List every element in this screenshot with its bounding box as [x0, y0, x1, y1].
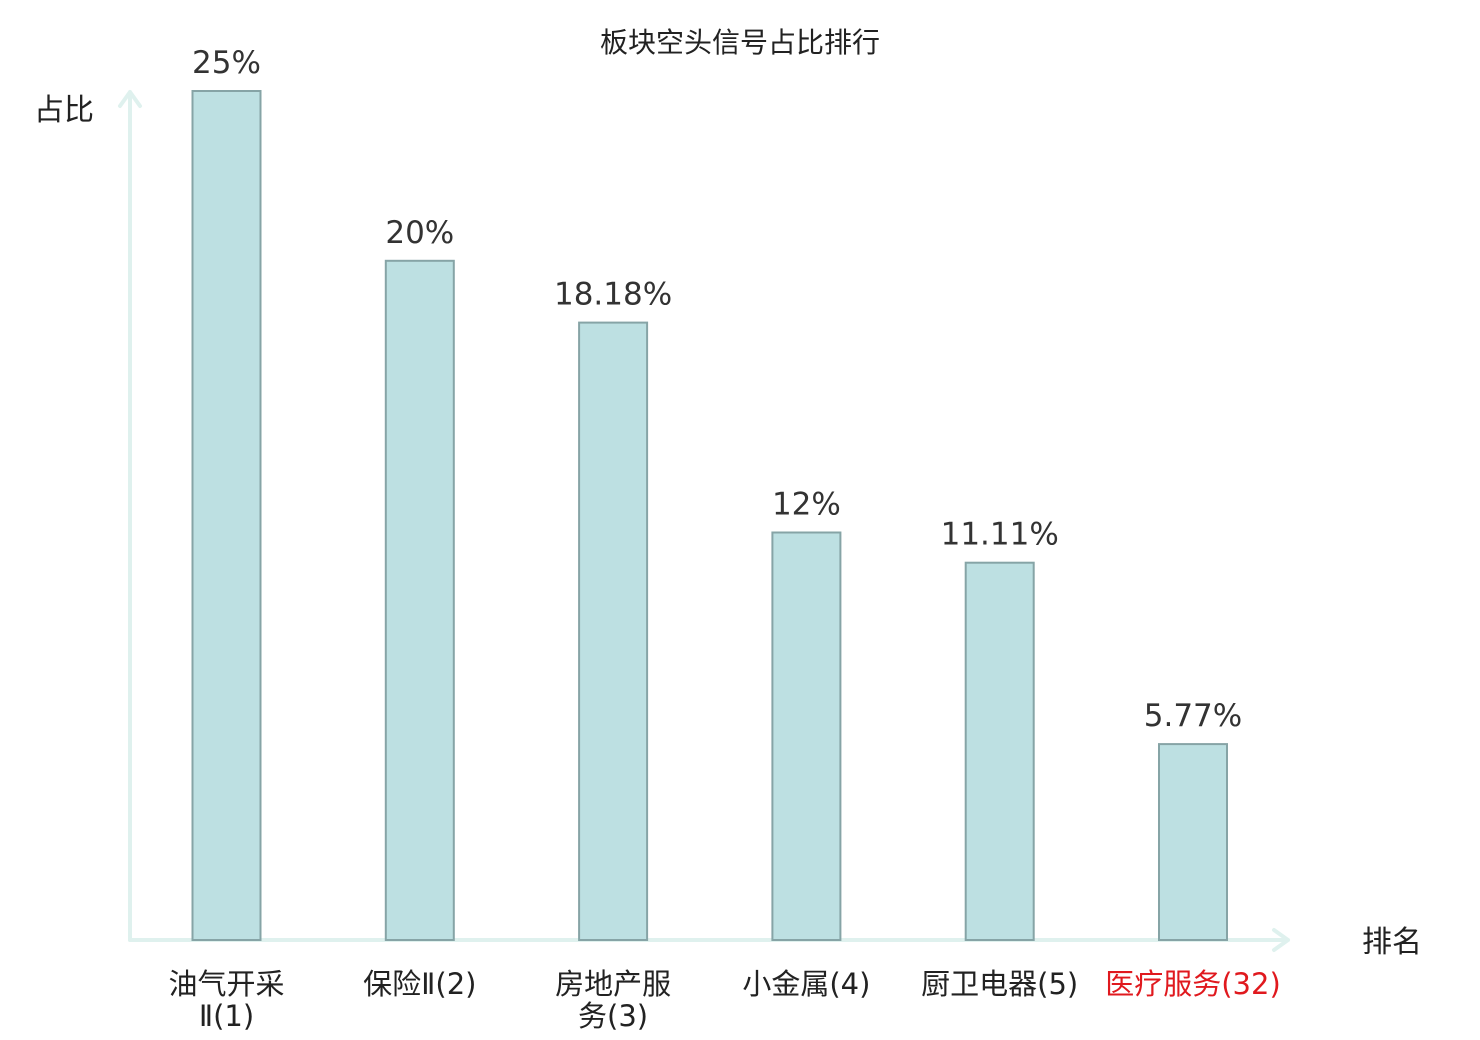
x-axis-title: 排名: [1362, 925, 1422, 960]
x-tick-label: 油气开采: [168, 967, 284, 1001]
bar-3: [578, 321, 649, 942]
bar-value-label: 11.11%: [941, 517, 1059, 553]
x-tick-label: 保险Ⅱ(2): [363, 967, 476, 1001]
bar-value-label: 25%: [192, 45, 261, 81]
x-tick-label: 务(3): [578, 999, 648, 1033]
bar-value-label: 5.77%: [1144, 698, 1242, 734]
bar-value-label: 20%: [385, 215, 454, 251]
y-axis-line: [118, 90, 142, 942]
bar-5: [964, 561, 1035, 941]
bar-value-label: 12%: [772, 487, 841, 523]
x-tick-label: 房地产服: [555, 967, 671, 1001]
x-tick-label: 小金属(4): [742, 967, 870, 1001]
x-tick-label: 医疗服务(32): [1105, 967, 1281, 1001]
bar-1: [191, 90, 262, 941]
bar-6: [1158, 743, 1228, 941]
x-tick-label: 厨卫电器(5): [921, 967, 1078, 1001]
x-tick-label: Ⅱ(1): [199, 999, 254, 1033]
x-axis-line: [128, 928, 1290, 952]
bar-4: [771, 531, 842, 941]
bar-2: [384, 259, 455, 941]
chart-title: 板块空头信号占比排行: [600, 26, 880, 59]
y-axis-title: 占比: [34, 93, 94, 128]
bar-value-label: 18.18%: [554, 277, 672, 313]
